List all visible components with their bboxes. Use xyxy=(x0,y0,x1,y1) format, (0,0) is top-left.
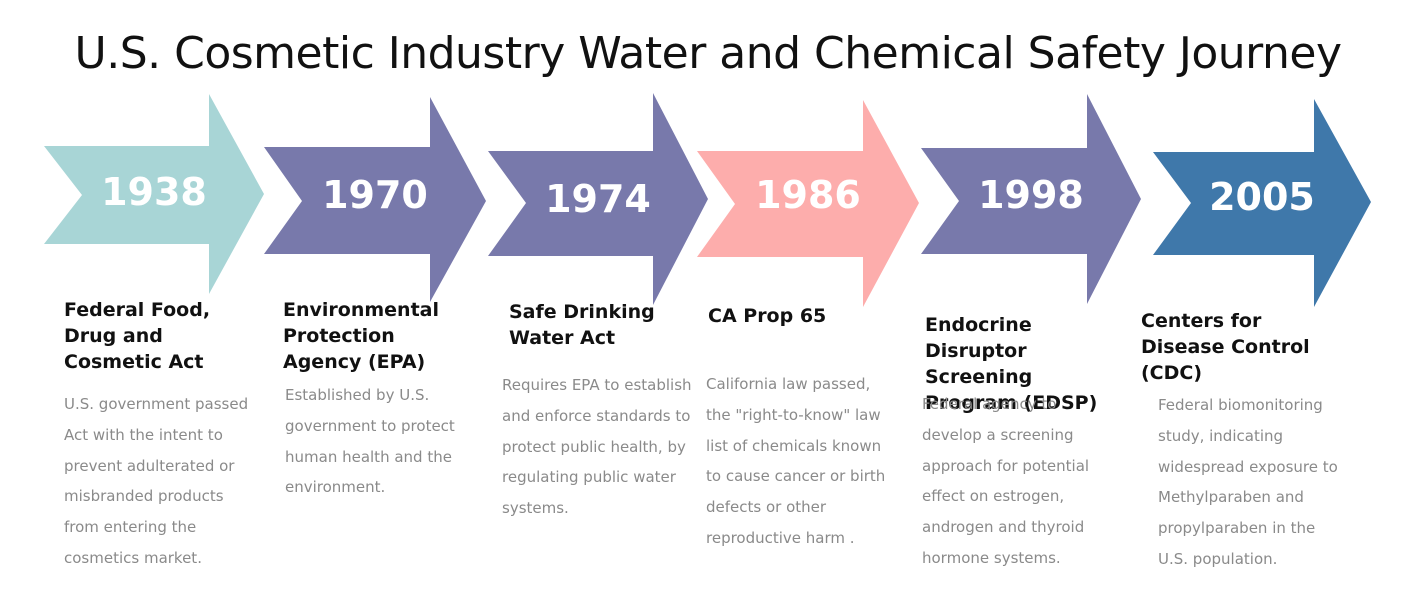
milestone-year: 2005 xyxy=(1209,175,1315,219)
timeline-arrow-1970: 1970 xyxy=(264,97,486,302)
milestone-description: Federal agency to develop a screening ap… xyxy=(922,395,1090,567)
timeline-arrow-1986: 1986 xyxy=(697,100,919,307)
milestone-year: 1986 xyxy=(755,173,861,217)
milestone-description: U.S. government passed Act with the inte… xyxy=(64,395,249,567)
milestone-heading: Federal Food, Drug and Cosmetic Act xyxy=(64,299,211,373)
milestone-year: 1998 xyxy=(978,173,1084,217)
arrow-chevron-shape xyxy=(44,94,264,294)
timeline-arrow-1938: 1938 xyxy=(44,94,264,294)
milestone-description: Federal biomonitoring study, indicating … xyxy=(1158,396,1338,568)
arrow-chevron-shape xyxy=(264,97,486,302)
timeline-arrow-1998: 1998 xyxy=(921,94,1141,304)
arrow-chevron-shape xyxy=(921,94,1141,304)
arrow-chevron-shape xyxy=(697,100,919,307)
arrow-chevron-shape xyxy=(488,93,708,305)
timeline-arrow-2005: 2005 xyxy=(1153,99,1371,307)
milestone-heading: Safe Drinking Water Act xyxy=(509,301,655,349)
page-title: U.S. Cosmetic Industry Water and Chemica… xyxy=(74,28,1343,79)
milestone-heading: CA Prop 65 xyxy=(708,305,827,327)
milestone-description: Established by U.S. government to protec… xyxy=(285,386,455,497)
milestone-description: California law passed, the "right-to-kno… xyxy=(706,375,886,547)
milestone-heading: Endocrine Disruptor Screening Program (E… xyxy=(925,314,1098,414)
milestone-description: Requires EPA to establish and enforce st… xyxy=(502,376,692,518)
arrow-chevron-shape xyxy=(1153,99,1371,307)
milestone-heading: Centers for Disease Control (CDC) xyxy=(1141,310,1310,384)
milestone-year: 1974 xyxy=(545,177,651,221)
milestone-year: 1938 xyxy=(101,170,207,214)
timeline-arrow-1974: 1974 xyxy=(488,93,708,305)
milestone-heading: Environmental Protection Agency (EPA) xyxy=(283,299,439,373)
milestone-year: 1970 xyxy=(322,173,428,217)
